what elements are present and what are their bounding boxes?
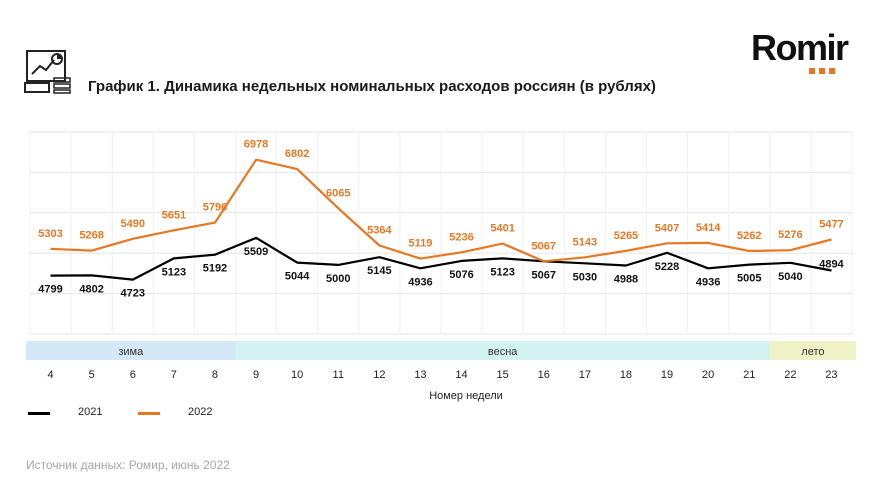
x-tick-label: 6 — [130, 369, 136, 381]
data-label-2022: 6065 — [326, 187, 350, 199]
series-line-2021 — [50, 236, 832, 281]
logo-dot — [829, 68, 835, 74]
data-label-2022: 5490 — [121, 218, 145, 230]
data-label-2021: 5067 — [532, 269, 556, 281]
x-tick-label: 21 — [743, 369, 755, 381]
x-tick-label: 8 — [212, 369, 218, 381]
data-label-2022: 5477 — [819, 219, 843, 231]
logo-dot — [809, 68, 815, 74]
legend-swatch — [138, 412, 160, 415]
data-label-2022: 5407 — [655, 222, 679, 234]
season-label: весна — [488, 346, 518, 358]
x-tick-label: 17 — [579, 369, 591, 381]
x-tick-label: 11 — [333, 369, 344, 381]
data-label-2021: 5000 — [326, 273, 350, 285]
data-label-2021: 5145 — [367, 265, 391, 277]
data-label-2021: 5123 — [162, 266, 186, 278]
data-label-2021: 5509 — [244, 246, 268, 258]
data-label-2022: 5265 — [614, 230, 638, 242]
season-band — [769, 341, 856, 360]
data-label-2021: 5192 — [203, 263, 227, 275]
data-label-2021: 4802 — [79, 283, 103, 295]
logo-dot — [819, 68, 825, 74]
x-tick-label: 18 — [620, 369, 632, 381]
x-tick-label: 22 — [784, 369, 796, 381]
season-band — [26, 341, 236, 360]
data-label-2021: 5228 — [655, 261, 679, 273]
x-tick-label: 23 — [825, 369, 837, 381]
chart-report-icon — [24, 50, 71, 94]
data-label-2021: 5030 — [573, 271, 597, 283]
x-tick-label: 14 — [455, 369, 467, 381]
data-label-2022: 5651 — [162, 209, 186, 221]
data-label-2022: 5796 — [203, 202, 227, 214]
x-tick-label: 4 — [47, 369, 53, 381]
data-label-2022: 5143 — [573, 236, 597, 248]
data-label-2022: 5119 — [409, 238, 433, 250]
logo-dots — [809, 68, 835, 74]
season-label: зима — [118, 346, 144, 358]
data-label-2021: 5005 — [737, 273, 761, 285]
data-label-2021: 4723 — [121, 288, 145, 300]
data-label-2022: 6802 — [285, 148, 309, 160]
x-tick-label: 7 — [171, 369, 177, 381]
data-label-2021: 5044 — [285, 271, 310, 283]
data-label-2022: 5414 — [696, 222, 721, 234]
data-label-2021: 5076 — [449, 269, 473, 281]
data-label-2022: 6978 — [244, 139, 268, 151]
x-tick-label: 16 — [538, 369, 550, 381]
data-label-2022: 5303 — [38, 228, 62, 240]
data-label-2021: 4988 — [614, 274, 638, 286]
data-label-2021: 5123 — [490, 266, 514, 278]
data-label-2021: 4894 — [819, 259, 844, 271]
x-tick-label: 5 — [89, 369, 95, 381]
data-label-2021: 4799 — [38, 284, 62, 296]
data-label-2021: 5040 — [778, 271, 802, 283]
x-tick-label: 13 — [414, 369, 426, 381]
x-tick-label: 19 — [661, 369, 673, 381]
x-tick-label: 15 — [497, 369, 509, 381]
data-label-2022: 5276 — [778, 229, 802, 241]
data-label-2022: 5262 — [737, 230, 761, 242]
legend-label: 2021 — [78, 406, 103, 418]
romir-logo: Romir — [751, 28, 861, 74]
x-tick-label: 9 — [253, 369, 259, 381]
x-tick-label: 12 — [373, 369, 385, 381]
season-band — [235, 341, 770, 360]
data-label-2022: 5067 — [532, 240, 556, 252]
data-label-2022: 5236 — [449, 231, 473, 243]
legend-label: 2022 — [188, 406, 213, 418]
source-note: Источник данных: Ромир, июнь 2022 — [26, 458, 230, 472]
legend-swatch — [28, 412, 50, 415]
chart-title: График 1. Динамика недельных номинальных… — [88, 78, 656, 95]
series-line-2022 — [50, 158, 832, 263]
data-label-2021: 4936 — [408, 276, 432, 288]
x-axis-label: Номер недели — [429, 390, 503, 402]
logo-text: Romir — [751, 27, 849, 68]
data-label-2022: 5364 — [367, 225, 392, 237]
data-label-2022: 5268 — [79, 230, 103, 242]
data-label-2021: 4936 — [696, 276, 720, 288]
x-tick-label: 10 — [291, 369, 303, 381]
data-label-2022: 5401 — [490, 223, 514, 235]
x-tick-label: 20 — [702, 369, 714, 381]
season-label: лето — [801, 346, 824, 358]
